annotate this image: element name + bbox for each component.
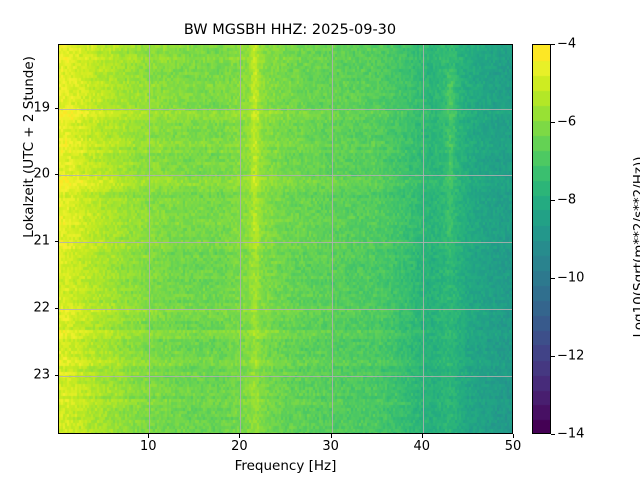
y-tick-label: 23 [33,367,50,383]
colorbar-tick-mark [551,356,555,357]
x-tick-label: 20 [231,439,248,454]
colorbar-tick-label: −10 [557,270,585,286]
gridline-horizontal [59,108,512,110]
colorbar-tick-label: −8 [557,192,577,208]
y-tick-mark [54,375,58,377]
x-axis-label: Frequency [Hz] [234,458,337,474]
gridline-horizontal [59,175,512,177]
gridline-vertical [331,45,333,433]
x-tick-mark [513,434,514,438]
x-tick-label: 30 [322,439,339,454]
x-tick-mark [330,434,332,438]
page-title: BW MGSBH HHZ: 2025-09-30 [183,22,397,38]
gridline-vertical [240,45,242,433]
gridline-vertical [149,45,151,433]
spectrogram-image [59,45,512,433]
x-tick-mark [148,434,150,438]
colorbar-tick-mark [551,44,555,45]
x-tick-mark [239,434,241,438]
colorbar-tick-mark [551,122,555,123]
y-axis-label: Lokalzeit (UTC + 2 Stunde) [21,56,37,238]
colorbar [532,44,551,434]
colorbar-tick-mark [551,200,555,201]
x-tick-label: 10 [139,439,157,454]
colorbar-label: Log10(Sqrt(m**2/s**2/Hz)) [631,156,640,338]
spectrogram-plot-area [58,44,513,434]
y-tick-label: 20 [33,166,50,182]
x-tick-label: 50 [504,439,522,454]
gridline-horizontal [59,309,512,311]
x-tick-label: 40 [413,439,431,454]
colorbar-tick-mark [551,434,555,435]
colorbar-tick-mark [551,278,555,279]
y-tick-mark [54,174,58,176]
gridline-vertical [422,45,424,433]
colorbar-tick-label: −14 [557,426,585,442]
y-tick-label: 22 [33,300,50,316]
y-tick-label: 19 [33,100,50,116]
gridline-horizontal [59,242,512,244]
y-tick-mark [54,308,58,310]
colorbar-tick-label: −12 [557,348,585,364]
x-tick-mark [421,434,423,438]
y-tick-mark [54,107,58,109]
colorbar-tick-label: −4 [557,36,577,52]
colorbar-gradient [533,45,550,433]
y-tick-mark [54,241,58,243]
gridline-horizontal [59,376,512,378]
y-tick-label: 21 [33,233,50,249]
colorbar-tick-label: −6 [557,114,577,130]
